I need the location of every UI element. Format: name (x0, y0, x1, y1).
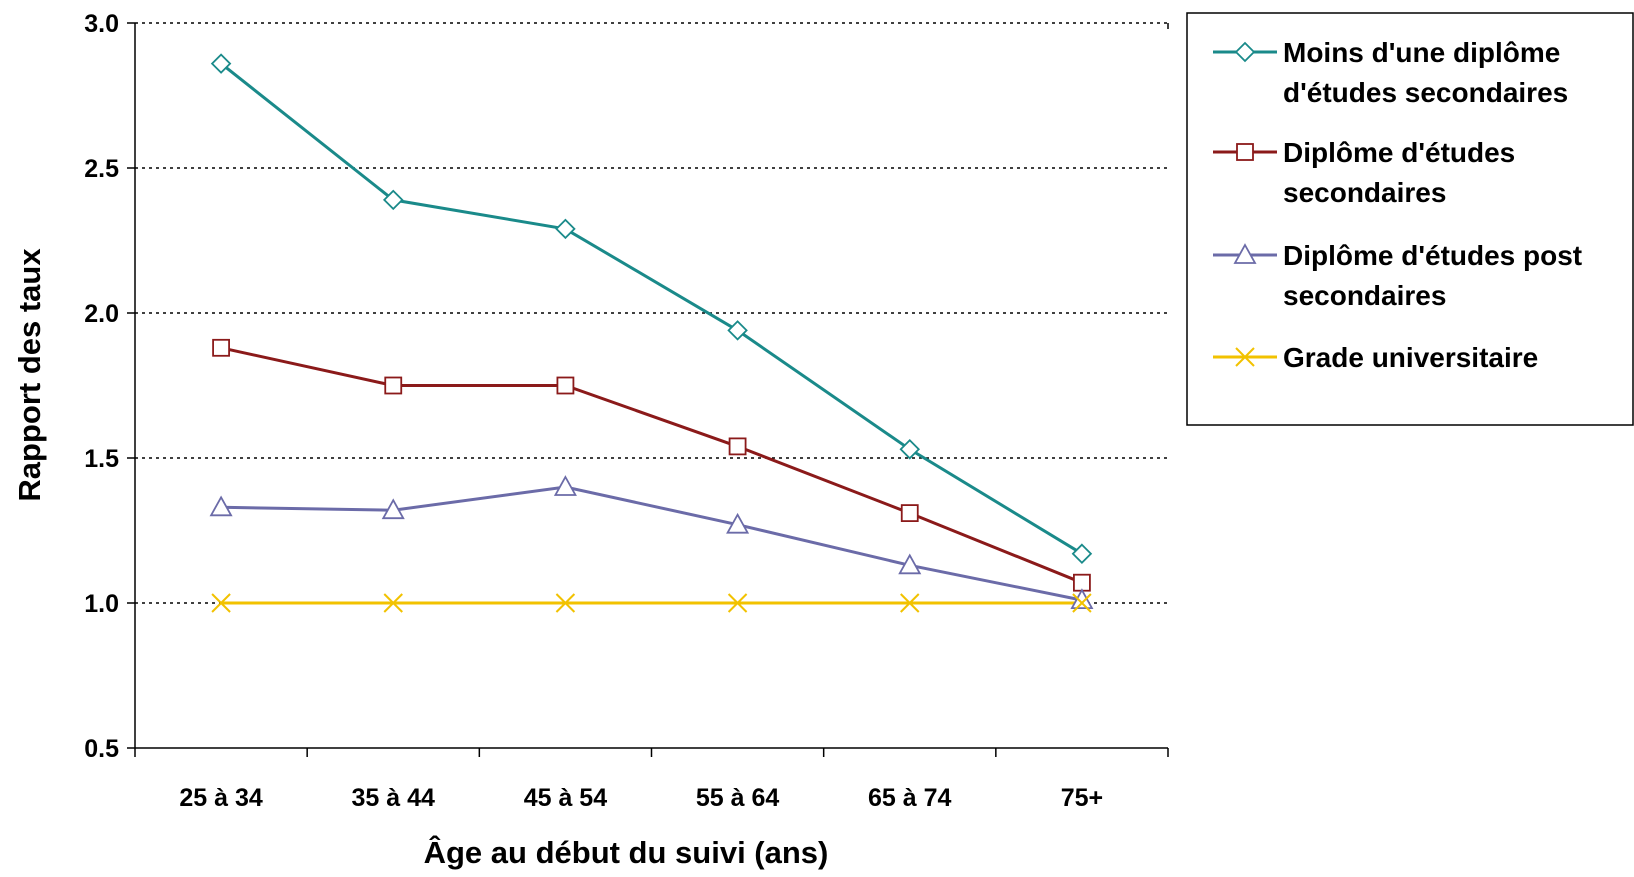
tick-labels: 0.5 1.0 1.5 2.0 2.5 3.0 25 à 34 35 à 44 45 à 54 5… (84, 10, 1103, 812)
legend-label: Diplôme d'études post (1283, 240, 1582, 271)
data-point-stroke (211, 593, 231, 613)
data-point-stroke (900, 593, 920, 613)
legend-entry: Grade universitaire (1213, 342, 1538, 373)
series-4-points (211, 593, 1092, 613)
series-2 (220, 346, 1083, 585)
data-point-stroke (1072, 593, 1092, 613)
y-axis-title: Rapport des taux (12, 248, 47, 502)
legend-label: d'études secondaires (1283, 77, 1568, 108)
series-group (209, 53, 1094, 613)
data-point (1071, 543, 1093, 564)
y-tick-label: 2.5 (84, 155, 119, 183)
gridlines (135, 22, 1168, 604)
data-point (900, 593, 920, 613)
data-point (210, 53, 232, 74)
series-line (220, 62, 1083, 555)
series-1-points (210, 53, 1093, 564)
data-point (212, 338, 230, 357)
data-point (727, 320, 748, 341)
x-tick-label: 55 à 64 (696, 784, 780, 812)
data-point (900, 504, 919, 523)
legend-entry: Diplôme d'études post secondaires (1213, 240, 1582, 311)
data-point (898, 553, 922, 575)
legend-marker-stroke (1235, 347, 1255, 367)
legend: Moins d'une diplôme d'études secondaires D… (1186, 12, 1634, 426)
data-point (382, 189, 404, 211)
legend-marker (1236, 143, 1254, 161)
legend-marker (1233, 243, 1257, 264)
data-point (209, 495, 233, 517)
data-point (727, 593, 748, 613)
legend-marker (1235, 347, 1255, 367)
series-3 (221, 485, 1083, 602)
data-point (384, 376, 403, 395)
x-axis-title: Âge au début du suivi (ans) (424, 834, 829, 870)
legend-label: secondaires (1283, 280, 1446, 311)
legend-label: Grade universitaire (1283, 342, 1538, 373)
x-tick-label: 65 à 74 (868, 784, 952, 812)
data-point-stroke (383, 593, 403, 613)
y-tick-label: 1.5 (84, 445, 119, 473)
legend-marker (1234, 41, 1256, 63)
series-1 (220, 62, 1083, 555)
y-tick-label: 1.0 (84, 590, 119, 618)
series-line (221, 485, 1083, 602)
legend-label: Moins d'une diplôme (1283, 37, 1560, 68)
x-tick-label: 45 à 54 (524, 784, 608, 812)
data-point (556, 376, 575, 395)
series-2-points (212, 338, 1091, 592)
series-3-points (209, 475, 1094, 609)
data-point-stroke (727, 593, 748, 613)
data-point (383, 593, 403, 613)
legend-entry: Diplôme d'études secondaires (1213, 137, 1515, 208)
data-point (899, 439, 921, 460)
data-point (1072, 593, 1092, 613)
legend-label: secondaires (1283, 177, 1446, 208)
series-line (220, 346, 1083, 585)
x-tick-label: 35 à 44 (352, 784, 436, 812)
data-point (553, 475, 577, 496)
data-point (211, 593, 231, 613)
data-point-stroke (555, 593, 576, 613)
y-tick-label: 2.0 (84, 300, 119, 328)
y-tick-label: 0.5 (84, 735, 119, 763)
data-point (381, 498, 405, 520)
x-tick-label: 25 à 34 (179, 784, 263, 812)
data-point (555, 218, 576, 240)
data-point (726, 512, 750, 534)
data-point (728, 437, 747, 456)
y-tick-label: 3.0 (84, 10, 119, 38)
data-point (555, 593, 576, 613)
legend-entry: Moins d'une diplôme d'études secondaires (1213, 37, 1568, 108)
x-tick-label: 75+ (1061, 784, 1103, 812)
legend-label: Diplôme d'études (1283, 137, 1515, 168)
axes (127, 22, 1169, 757)
